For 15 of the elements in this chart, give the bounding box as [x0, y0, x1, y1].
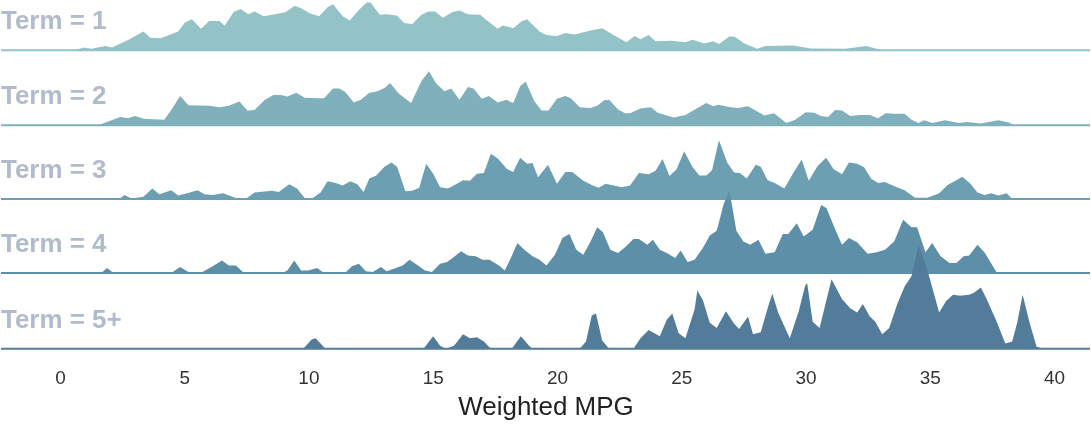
x-tick-label: 40	[1043, 367, 1066, 389]
text: Term = 3	[1, 155, 107, 184]
x-tick-label: 25	[671, 367, 693, 389]
x-tick-label: 35	[919, 367, 941, 389]
text: Term = 5+	[1, 304, 122, 333]
x-axis-title: Weighted MPG	[458, 392, 634, 421]
x-tick-label: 10	[298, 367, 320, 389]
chart-title: Term = 1	[1, 6, 107, 35]
chart-title: Term = 2	[1, 81, 107, 110]
x-tick-label: 0	[55, 367, 66, 389]
x-tick-label: 30	[795, 367, 817, 389]
text: Term = 4	[1, 228, 108, 257]
x-tick-label: 15	[422, 367, 444, 389]
x-tick-label: 5	[179, 367, 190, 389]
x-tick-label: 20	[546, 367, 568, 389]
